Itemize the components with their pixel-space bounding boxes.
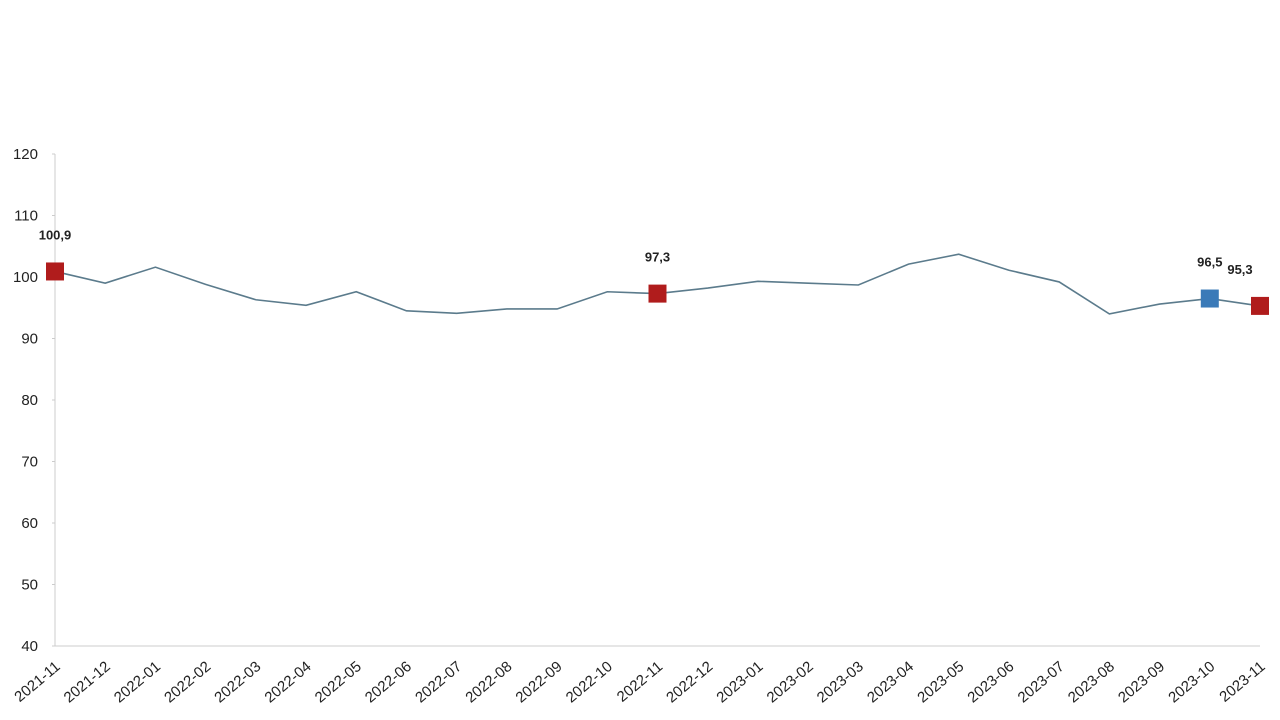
x-tick-label: 2022-10 <box>563 658 616 706</box>
marker <box>46 262 64 281</box>
y-tick-label: 70 <box>21 454 38 471</box>
x-tick-label: 2023-11 <box>1216 658 1268 706</box>
x-tick-label: 2022-08 <box>462 658 515 706</box>
x-tick-label: 2022-03 <box>211 658 264 706</box>
x-tick-label: 2023-02 <box>764 658 817 706</box>
x-tick-label: 2022-07 <box>412 658 465 706</box>
y-tick-label: 120 <box>13 146 38 163</box>
x-tick-label: 2022-06 <box>362 658 415 706</box>
x-tick-label: 2022-04 <box>262 658 315 706</box>
x-tick-label: 2023-07 <box>1015 658 1068 706</box>
y-tick-label: 90 <box>21 331 38 348</box>
x-tick-label: 2023-03 <box>814 658 867 706</box>
x-tick-label: 2022-02 <box>161 658 214 706</box>
x-tick-label: 2022-01 <box>111 658 164 706</box>
value-label: 96,5 <box>1197 255 1222 270</box>
marker <box>1200 289 1219 308</box>
value-label: 95,3 <box>1227 262 1252 277</box>
x-tick-label: 2023-01 <box>713 658 766 706</box>
x-tick-label: 2022-12 <box>663 658 716 706</box>
value-label: 100,9 <box>39 227 72 242</box>
y-tick-label: 80 <box>21 392 38 409</box>
y-tick-label: 50 <box>21 577 38 594</box>
marker <box>648 284 667 303</box>
y-tick-label: 100 <box>13 269 38 286</box>
value-label: 97,3 <box>645 250 670 265</box>
x-tick-label: 2021-11 <box>11 658 63 706</box>
x-tick-label: 2022-11 <box>614 658 666 706</box>
y-tick-label: 110 <box>14 208 38 225</box>
x-tick-label: 2022-09 <box>513 658 566 706</box>
x-tick-label: 2023-05 <box>914 658 967 706</box>
x-tick-label: 2023-10 <box>1165 658 1218 706</box>
x-tick-label: 2023-06 <box>964 658 1017 706</box>
x-tick-label: 2023-04 <box>864 658 917 706</box>
x-tick-label: 2021-12 <box>61 658 114 706</box>
x-tick-label: 2023-08 <box>1065 658 1118 706</box>
y-tick-label: 40 <box>21 638 38 655</box>
x-tick-label: 2022-05 <box>312 658 365 706</box>
marker <box>1251 296 1269 315</box>
x-tick-label: 2023-09 <box>1115 658 1168 706</box>
y-tick-label: 60 <box>21 515 38 532</box>
